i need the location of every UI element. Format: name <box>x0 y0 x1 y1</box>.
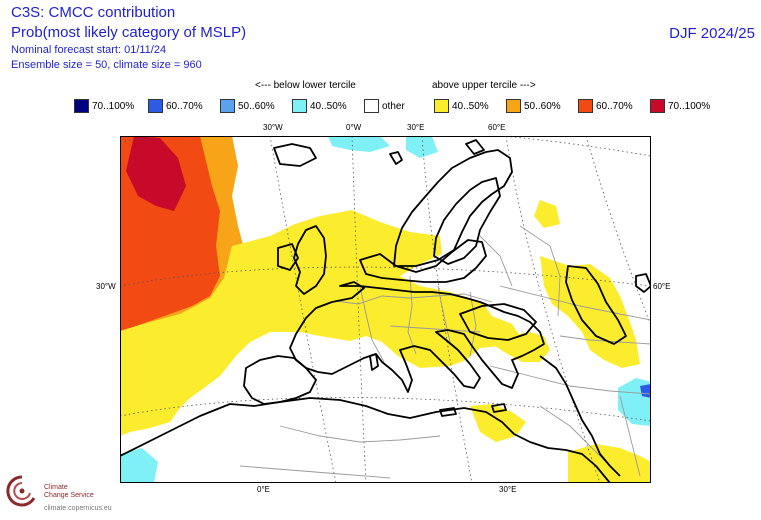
lon-label-bottom: 30°E <box>499 485 517 494</box>
color-legend: 70..100% 60..70% 50..60% 40..50% other 4… <box>74 98 754 114</box>
season-label: DJF 2024/25 <box>669 25 755 42</box>
coast-novaya-zemlya <box>465 139 485 155</box>
coast-middle-east <box>539 355 621 477</box>
legend-swatch <box>434 99 449 113</box>
lon-label-bottom: 0°E <box>257 485 270 494</box>
legend-label: 60..70% <box>166 100 203 112</box>
legend-label: 60..70% <box>596 100 633 112</box>
legend-label: 50..60% <box>238 100 275 112</box>
field-above-40-50 <box>568 444 651 483</box>
forecast-start-text: Nominal forecast start: 01/11/24 <box>11 44 167 56</box>
legend-label: 70..100% <box>668 100 711 112</box>
legend-item-other: other <box>364 98 405 114</box>
field-below-60-70 <box>640 384 651 398</box>
legend-item-below-50-60: 50..60% <box>220 98 275 114</box>
legend-label: 70..100% <box>92 100 135 112</box>
field-above-40-50 <box>120 210 520 436</box>
map-title: C3S: CMCC contribution <box>11 4 176 21</box>
legend-item-above-50-60: 50..60% <box>506 98 561 114</box>
below-tercile-caption: <--- below lower tercile <box>255 80 356 91</box>
coast-ireland <box>277 243 299 271</box>
lon-label-top: 30°E <box>407 123 425 132</box>
legend-label: other <box>382 100 405 112</box>
coast-norway <box>393 149 513 267</box>
copernicus-logo: Climate Change Service climate.copernicu… <box>4 471 114 516</box>
legend-label: 50..60% <box>524 100 561 112</box>
field-above-70-100 <box>126 136 186 211</box>
coast-caspian <box>565 265 627 345</box>
coast-aral <box>635 273 651 293</box>
probability-map <box>120 136 651 483</box>
coastlines <box>120 139 651 483</box>
legend-label: 40..50% <box>310 100 347 112</box>
legend-item-above-70-100: 70..100% <box>650 98 710 114</box>
legend-swatch <box>220 99 235 113</box>
logo-url: climate.copernicus.eu <box>44 505 112 512</box>
map-subtitle: Prob(most likely category of MSLP) <box>11 24 247 41</box>
field-above-40-50 <box>534 200 560 228</box>
legend-swatch <box>74 99 89 113</box>
coast-black-sea <box>459 303 537 341</box>
lat-label-left: 30°W <box>96 282 116 291</box>
coast-sweden-finland <box>433 177 501 265</box>
legend-item-below-70-100: 70..100% <box>74 98 134 114</box>
coast-crete <box>439 407 457 417</box>
ensemble-size-text: Ensemble size = 50, climate size = 960 <box>11 59 202 71</box>
legend-item-below-60-70: 60..70% <box>148 98 203 114</box>
above-tercile-caption: above upper tercile ---> <box>432 80 536 91</box>
field-below-40-50 <box>406 136 438 158</box>
legend-item-below-40-50: 40..50% <box>292 98 347 114</box>
legend-swatch <box>578 99 593 113</box>
coast-cyprus <box>491 403 507 413</box>
legend-item-above-40-50: 40..50% <box>434 98 489 114</box>
coast-sardinia <box>369 353 379 371</box>
coast-iceland <box>273 143 317 167</box>
lon-label-top: 30°W <box>263 123 283 132</box>
legend-swatch <box>650 99 665 113</box>
field-below-40-50 <box>328 136 390 152</box>
lon-label-top: 60°E <box>488 123 506 132</box>
legend-swatch <box>364 99 379 113</box>
coast-britain <box>293 225 327 295</box>
legend-swatch <box>148 99 163 113</box>
map-frame <box>120 136 651 483</box>
field-above-40-50 <box>540 256 640 368</box>
legend-swatch <box>506 99 521 113</box>
coast-baltic <box>359 239 487 283</box>
legend-swatch <box>292 99 307 113</box>
legend-item-above-60-70: 60..70% <box>578 98 633 114</box>
lon-label-top: 0°W <box>346 123 362 132</box>
legend-label: 40..50% <box>452 100 489 112</box>
logo-line-1: Climate <box>44 484 68 491</box>
logo-line-2: Change Service <box>44 492 94 499</box>
coast-iberia <box>243 355 317 405</box>
c3s-emblem-icon <box>6 475 36 507</box>
coast-svalbard <box>389 151 403 165</box>
coast-north-africa <box>120 397 611 483</box>
lat-label-right: 60°E <box>653 282 671 291</box>
field-below-40-50 <box>120 448 158 483</box>
